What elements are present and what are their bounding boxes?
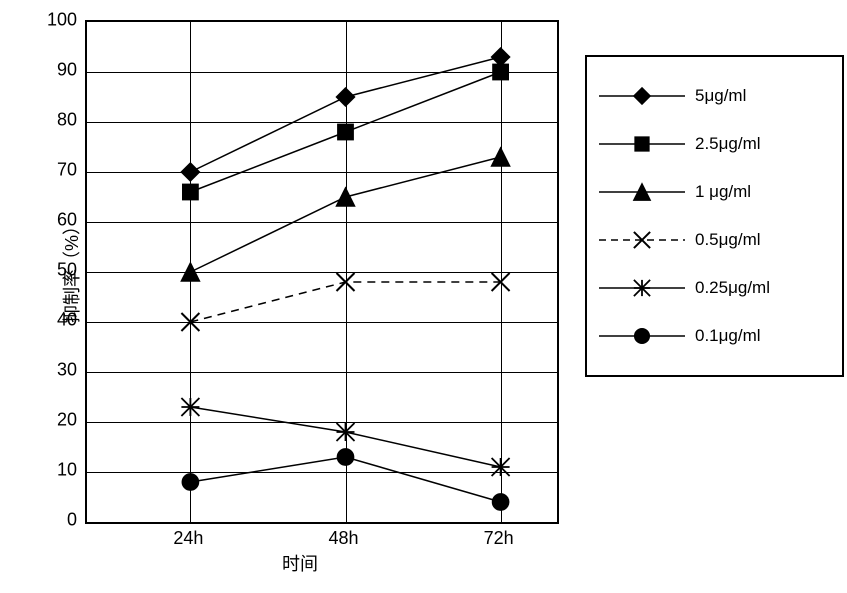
legend-item: 0.5μg/ml bbox=[597, 216, 832, 264]
legend-item: 1 μg/ml bbox=[597, 168, 832, 216]
gridline-horizontal bbox=[87, 422, 557, 423]
y-tick-label: 0 bbox=[35, 510, 77, 531]
legend-swatch bbox=[597, 180, 687, 204]
legend-swatch bbox=[597, 132, 687, 156]
plot-region bbox=[85, 20, 559, 524]
gridline-horizontal bbox=[87, 472, 557, 473]
legend-label: 0.25μg/ml bbox=[695, 278, 770, 298]
chart-container: 抑制率（%） 时间 5μg/ml2.5μg/ml1 μg/ml0.5μg/ml0… bbox=[0, 0, 847, 593]
gridline-vertical bbox=[190, 22, 191, 522]
legend-swatch bbox=[597, 84, 687, 108]
y-tick-label: 60 bbox=[35, 210, 77, 231]
gridline-horizontal bbox=[87, 122, 557, 123]
x-tick-label: 24h bbox=[173, 528, 203, 549]
legend-label: 0.1μg/ml bbox=[695, 326, 761, 346]
x-tick-label: 48h bbox=[328, 528, 358, 549]
y-tick-label: 90 bbox=[35, 60, 77, 81]
gridline-horizontal bbox=[87, 222, 557, 223]
legend-label: 0.5μg/ml bbox=[695, 230, 761, 250]
y-tick-label: 100 bbox=[35, 10, 77, 31]
legend-swatch bbox=[597, 324, 687, 348]
gridline-horizontal bbox=[87, 322, 557, 323]
legend-label: 1 μg/ml bbox=[695, 182, 751, 202]
legend-item: 0.25μg/ml bbox=[597, 264, 832, 312]
legend-item: 2.5μg/ml bbox=[597, 120, 832, 168]
gridline-vertical bbox=[501, 22, 502, 522]
chart-area bbox=[85, 20, 555, 520]
gridline-horizontal bbox=[87, 172, 557, 173]
y-tick-label: 40 bbox=[35, 310, 77, 331]
y-tick-label: 30 bbox=[35, 360, 77, 381]
y-tick-label: 70 bbox=[35, 160, 77, 181]
legend-label: 5μg/ml bbox=[695, 86, 746, 106]
x-tick-label: 72h bbox=[484, 528, 514, 549]
legend-swatch bbox=[597, 228, 687, 252]
gridline-horizontal bbox=[87, 72, 557, 73]
x-axis-label: 时间 bbox=[282, 550, 318, 576]
legend-item: 0.1μg/ml bbox=[597, 312, 832, 360]
gridline-horizontal bbox=[87, 372, 557, 373]
legend-label: 2.5μg/ml bbox=[695, 134, 761, 154]
y-tick-label: 20 bbox=[35, 410, 77, 431]
y-tick-label: 80 bbox=[35, 110, 77, 131]
legend: 5μg/ml 2.5μg/ml 1 μg/ml 0.5μg/ml 0.25μg/ml 0.… bbox=[585, 55, 844, 377]
gridline-horizontal bbox=[87, 272, 557, 273]
y-tick-label: 50 bbox=[35, 260, 77, 281]
gridline-vertical bbox=[346, 22, 347, 522]
legend-item: 5μg/ml bbox=[597, 72, 832, 120]
y-tick-label: 10 bbox=[35, 460, 77, 481]
legend-swatch bbox=[597, 276, 687, 300]
